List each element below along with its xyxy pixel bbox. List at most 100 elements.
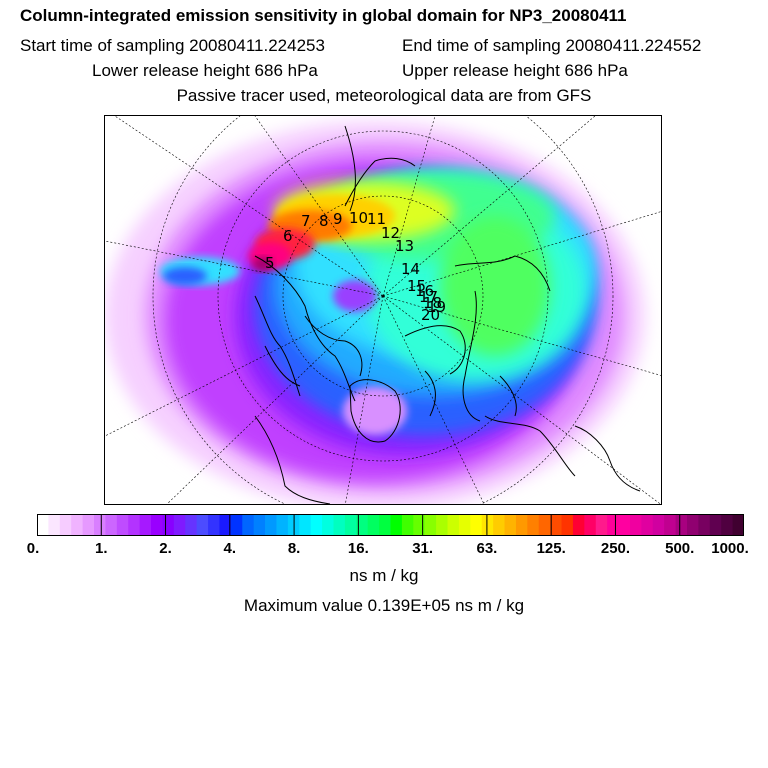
track-label: 16	[415, 282, 434, 300]
coastlines	[254, 125, 641, 504]
colorbar-cell	[550, 514, 563, 536]
colorbar-cell	[322, 514, 334, 536]
colorbar-tick-label: 16.	[347, 540, 369, 557]
track-label: 19	[427, 298, 446, 316]
colorbar-cell	[219, 514, 232, 536]
track-label: 15	[407, 277, 426, 295]
colorbar-cell	[618, 514, 631, 536]
colorbar-cell	[572, 514, 585, 536]
colorbar-cell	[436, 514, 449, 536]
colorbar-cell	[675, 514, 688, 536]
colorbar-cell	[413, 514, 426, 536]
colorbar-tick-label: 1.	[95, 540, 108, 557]
colorbar-cell	[641, 514, 654, 536]
colorbar-cell	[686, 514, 699, 536]
colorbar-tick-label: 500.	[665, 540, 695, 557]
colorbar-cell	[401, 514, 414, 536]
sensitivity-field	[105, 121, 645, 504]
colorbar-cell	[698, 514, 711, 536]
colorbar-cell	[732, 514, 744, 536]
colorbar-tick-label: 8.	[287, 540, 301, 557]
colorbar-cell	[607, 514, 620, 536]
track-label: 7	[301, 212, 311, 230]
plot-title: Column-integrated emission sensitivity i…	[20, 6, 627, 25]
colorbar-cell	[584, 514, 597, 536]
track-label: 14	[401, 260, 420, 278]
colorbar-cell	[379, 514, 391, 536]
colorbar-tick-label: 31.	[412, 540, 434, 557]
colorbar-cell	[458, 514, 471, 536]
colorbar-cell	[82, 514, 95, 536]
track-label: 11	[367, 210, 386, 228]
colorbar-tick-label: 125.	[536, 540, 566, 557]
colorbar-cell	[344, 514, 357, 536]
colorbar-cell	[48, 514, 61, 536]
colorbar-cell	[253, 514, 266, 536]
colorbar-cell	[299, 514, 312, 536]
colorbar-cell	[71, 514, 84, 536]
colorbar-tick-label: 0.	[26, 540, 40, 557]
colorbar-cell	[367, 514, 380, 536]
colorbar-cell	[94, 514, 106, 536]
track-label: 6	[283, 227, 293, 245]
colorbar-cell	[390, 514, 403, 536]
colorbar-cell	[173, 514, 186, 536]
colorbar-cell	[595, 514, 608, 536]
colorbar-cell	[652, 514, 665, 536]
colorbar-cell	[538, 514, 551, 536]
track-label: 9	[333, 210, 343, 228]
colorbar-cell	[424, 514, 437, 536]
track-label: 17	[419, 288, 438, 306]
colorbar-cell	[515, 514, 528, 536]
colorbar-cell	[162, 514, 175, 536]
track-label: 12	[381, 224, 400, 242]
colorbar-cell	[447, 514, 460, 536]
track-label: 13	[395, 237, 414, 255]
colorbar-cell	[276, 514, 289, 536]
colorbar-unit: ns m / kg	[349, 566, 419, 585]
colorbar-cell	[709, 514, 722, 536]
colorbar	[37, 514, 744, 536]
colorbar-cell	[493, 514, 506, 536]
colorbar-cell	[356, 514, 369, 536]
colorbar-cell	[128, 514, 141, 536]
colorbar-tick-label: 4.	[223, 540, 237, 557]
colorbar-cell	[230, 514, 243, 536]
colorbar-cell	[116, 514, 129, 536]
track-label: 20	[421, 306, 440, 324]
track-label: 8	[319, 212, 329, 230]
colorbar-tick-label: 2.	[159, 540, 172, 557]
colorbar-tick-label: 1000.	[711, 540, 749, 557]
sensitivity-map: 5 6 7 8 9 10 11 12 13 14 15 16 17 18 19 20	[104, 115, 662, 505]
sampling-start: Start time of sampling 20080411.224253	[20, 36, 325, 55]
track-label: 10	[349, 209, 368, 227]
colorbar-cell	[721, 514, 734, 536]
release-upper: Upper release height 686 hPa	[402, 61, 628, 80]
colorbar-cell	[242, 514, 255, 536]
colorbar-cell	[481, 514, 494, 536]
colorbar-cell	[196, 514, 209, 536]
tracer-note: Passive tracer used, meteorological data…	[176, 86, 592, 105]
colorbar-cell	[561, 514, 574, 536]
colorbar-cell	[265, 514, 277, 536]
track-label: 5	[265, 254, 275, 272]
colorbar-cell	[208, 514, 220, 536]
colorbar-tick-label: 250.	[600, 540, 631, 557]
colorbar-cell	[139, 514, 152, 536]
colorbar-cell	[333, 514, 346, 536]
colorbar-cell	[151, 514, 163, 536]
colorbar-tick-label: 63.	[476, 540, 498, 557]
sampling-end: End time of sampling 20080411.224552	[402, 36, 702, 55]
colorbar-cell	[37, 514, 49, 536]
track-label: 18	[423, 294, 442, 312]
maximum-value: Maximum value 0.139E+05 ns m / kg	[243, 596, 525, 615]
colorbar-cell	[504, 514, 517, 536]
colorbar-cell	[470, 514, 483, 536]
colorbar-cell	[105, 514, 118, 536]
colorbar-cell	[664, 514, 677, 536]
release-lower: Lower release height 686 hPa	[92, 61, 318, 80]
graticule	[105, 116, 661, 504]
colorbar-cell	[310, 514, 323, 536]
